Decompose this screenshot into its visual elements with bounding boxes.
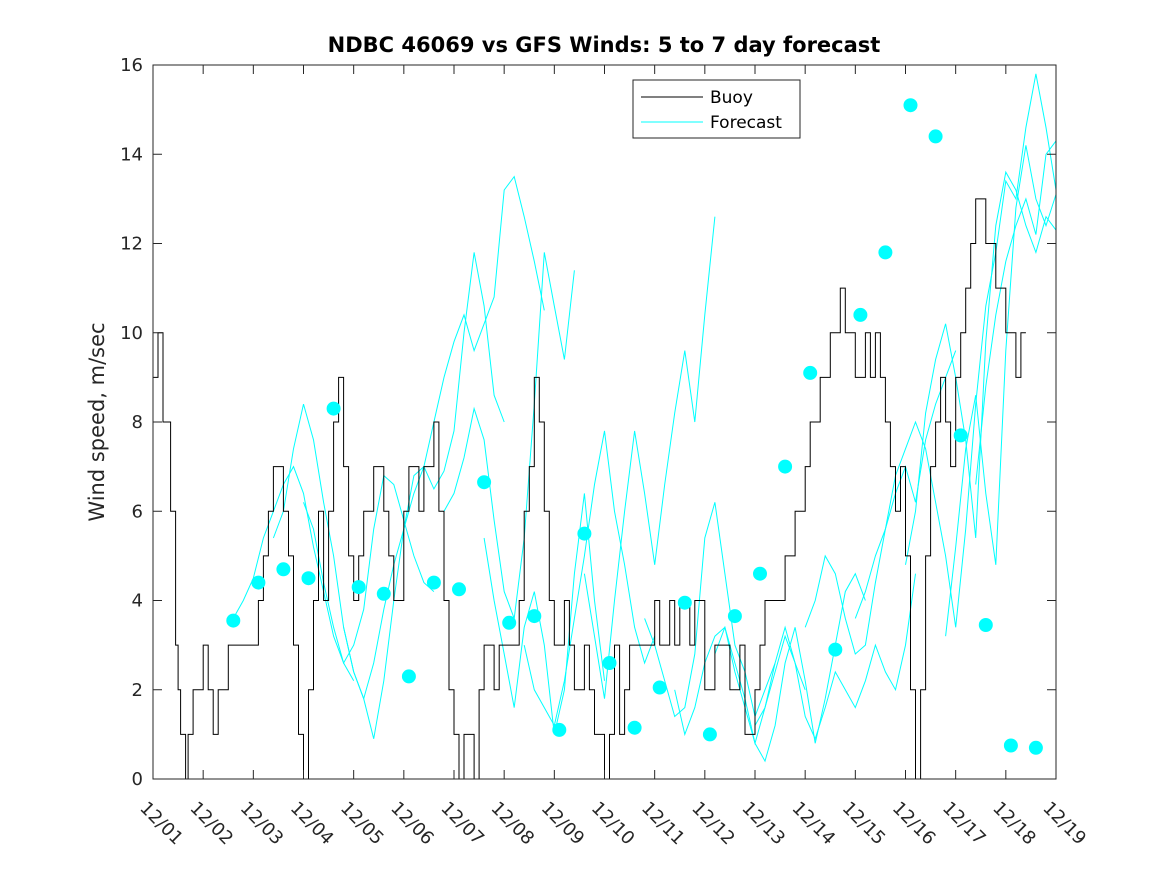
y-tick-label: 4: [132, 591, 143, 612]
x-tick-label: 12/12: [687, 798, 739, 850]
chart-title: NDBC 46069 vs GFS Winds: 5 to 7 day fore…: [328, 33, 881, 57]
forecast-line-9: [583, 216, 716, 699]
x-tick-label: 12/03: [236, 798, 288, 850]
forecast-line-7: [483, 493, 605, 735]
legend-buoy-label: Buoy: [710, 88, 753, 108]
y-tick-label: 10: [120, 323, 143, 344]
x-tick-label: 12/17: [938, 798, 990, 850]
forecast-marker: [577, 526, 592, 541]
x-tick-label: 12/18: [988, 798, 1040, 850]
forecast-line-18: [975, 140, 1057, 485]
forecast-marker: [928, 129, 943, 144]
x-tick-label: 12/15: [838, 798, 890, 850]
forecast-marker: [903, 98, 918, 113]
forecast-marker: [828, 642, 843, 657]
buoy-line: [153, 198, 1026, 780]
x-tick-label: 12/11: [637, 798, 689, 850]
forecast-marker: [351, 580, 366, 595]
y-axis: 0 2 4 6 8 10 12 14 16: [120, 55, 1056, 790]
forecast-marker: [552, 722, 567, 737]
forecast-marker: [452, 582, 466, 597]
x-tick-label: 12/19: [1038, 798, 1090, 850]
x-tick-label: 12/01: [135, 798, 187, 850]
x-tick-label: 12/10: [587, 798, 639, 850]
x-tick-label: 12/07: [436, 798, 488, 850]
forecast-marker: [753, 566, 767, 581]
forecast-marker: [1003, 738, 1018, 753]
forecast-marker: [677, 595, 692, 610]
legend-box: [632, 79, 801, 139]
forecast-line-6: [443, 252, 575, 619]
forecast-marker: [727, 609, 742, 624]
forecast-line-5: [403, 175, 545, 530]
forecast-line-2: [272, 403, 405, 701]
forecast-line-3: [303, 474, 435, 665]
forecast-marker: [878, 245, 893, 260]
forecast-marker: [326, 401, 341, 416]
plot-background: [153, 65, 1056, 779]
forecast-marker: [301, 571, 316, 586]
forecast-line-14: [804, 350, 957, 655]
y-tick-label: 8: [132, 412, 143, 433]
forecast-marker: [778, 459, 793, 474]
forecast-line-17: [945, 145, 1057, 637]
forecast-marker: [953, 428, 968, 443]
forecast-marker: [401, 669, 416, 684]
forecast-marker: [226, 613, 241, 628]
x-tick-label: 12/04: [286, 798, 338, 850]
y-tick-label: 6: [132, 501, 143, 522]
forecast-marker: [702, 727, 717, 742]
y-tick-label: 14: [120, 144, 143, 165]
forecast-marker: [652, 680, 667, 695]
forecast-marker: [1028, 740, 1043, 755]
y-axis-label: Wind speed, m/sec: [85, 322, 109, 521]
x-tick-label: 12/02: [186, 798, 238, 850]
forecast-marker: [276, 562, 291, 577]
forecast-marker: [853, 307, 868, 322]
forecast-line-13: [754, 573, 916, 741]
y-tick-label: 16: [120, 55, 143, 76]
y-tick-label: 0: [132, 769, 143, 790]
x-tick-label: 12/14: [788, 798, 840, 850]
y-tick-label: 2: [132, 680, 143, 701]
forecast-marker: [627, 720, 642, 735]
legend: Buoy Forecast: [632, 79, 801, 139]
x-tick-label: 12/13: [737, 798, 789, 850]
x-tick-label: 12/05: [336, 798, 388, 850]
forecast-marker: [602, 656, 617, 670]
x-tick-label: 12/16: [888, 798, 940, 850]
forecast-marker: [477, 475, 492, 490]
x-tick-label: 12/06: [386, 798, 438, 850]
x-tick-label: 12/09: [537, 798, 589, 850]
forecast-marker: [251, 575, 266, 590]
legend-forecast-label: Forecast: [710, 113, 782, 133]
forecast-marker: [426, 575, 441, 590]
forecast-markers: [226, 98, 1043, 755]
x-tick-label: 12/08: [487, 798, 539, 850]
forecast-line-15: [854, 73, 1057, 628]
forecast-marker: [376, 586, 391, 601]
y-tick-label: 12: [120, 234, 143, 255]
forecast-marker: [803, 365, 818, 380]
forecast-marker: [978, 618, 993, 632]
forecast-line-8: [523, 430, 656, 727]
forecast-marker: [502, 615, 517, 630]
buoy-line-group: [153, 198, 1026, 780]
forecast-marker: [527, 609, 542, 624]
